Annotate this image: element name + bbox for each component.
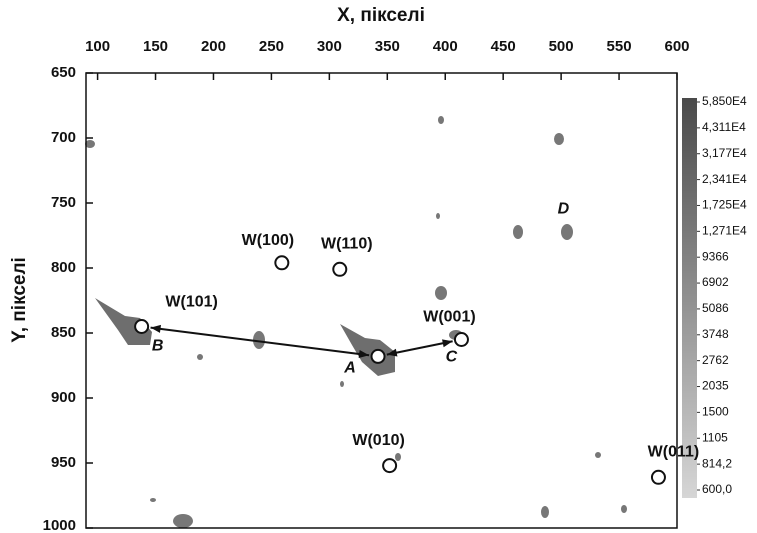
colorbar-tick-label: 1,271E4	[702, 224, 747, 238]
point-marker	[453, 332, 469, 347]
colorbar-tick-label: 1,725E4	[702, 198, 747, 212]
arrow-head	[442, 339, 453, 348]
colorbar-tick-label: 2035	[702, 379, 729, 393]
y-axis-label: Y, пікселі	[9, 257, 30, 343]
y-tick-label: 650	[51, 64, 76, 81]
point-letter: B	[152, 338, 164, 355]
colorbar-tick-label: 3748	[702, 327, 729, 341]
point-marker	[650, 469, 666, 485]
annotation: D	[558, 201, 570, 218]
x-tick-label: 600	[664, 38, 689, 55]
x-tick-label: 500	[549, 38, 574, 55]
colorbar-tick-label: 5086	[702, 301, 729, 315]
arrow-line	[150, 326, 370, 357]
y-tick-label: 750	[51, 194, 76, 211]
x-tick-label: 400	[433, 38, 458, 55]
point-label: W(110)	[321, 236, 373, 253]
plot-frame	[85, 72, 678, 529]
x-tick-label: 300	[317, 38, 342, 55]
point-letter: C	[446, 349, 458, 366]
x-tick-label: 350	[375, 38, 400, 55]
point-label: W(101)	[165, 294, 217, 311]
point-marker	[274, 255, 290, 271]
y-tick-label: 800	[51, 259, 76, 276]
colorbar	[682, 98, 697, 498]
y-tick-label: 950	[51, 454, 76, 471]
colorbar-tick-label: 2,341E4	[702, 172, 747, 186]
point-label: W(001)	[423, 309, 475, 326]
point-marker	[332, 261, 348, 277]
x-tick-label: 450	[491, 38, 516, 55]
colorbar-tick-label: 5,850E4	[702, 94, 747, 108]
y-tick-label: 900	[51, 389, 76, 406]
point-label: W(011)	[648, 444, 700, 461]
colorbar-tick-label: 4,311E4	[702, 120, 746, 134]
x-axis-label: X, пікселі	[337, 5, 425, 26]
arrow-head	[358, 350, 370, 358]
colorbar-tick-label: 814,2	[702, 456, 732, 470]
point-marker	[370, 348, 386, 364]
arrow-head	[386, 348, 398, 357]
point-letter: A	[343, 360, 356, 377]
point-label: W(100)	[242, 232, 294, 249]
colorbar-tick-label: 1500	[702, 405, 729, 419]
point-marker	[134, 319, 150, 334]
diffraction-spots	[85, 116, 627, 528]
y-tick-label: 700	[51, 129, 76, 146]
colorbar-tick-label: 3,177E4	[702, 146, 747, 160]
arrow-line	[386, 340, 453, 356]
y-tick-label: 1000	[43, 517, 76, 533]
x-tick-label: 150	[143, 38, 168, 55]
colorbar-tick-label: 9366	[702, 249, 729, 263]
colorbar-tick-label: 6902	[702, 275, 729, 289]
y-tick-label: 850	[51, 324, 76, 341]
colorbar-tick-label: 2762	[702, 353, 729, 367]
x-tick-label: 100	[85, 38, 110, 55]
x-tick-label: 250	[259, 38, 284, 55]
point-marker	[382, 458, 398, 474]
x-tick-label: 200	[201, 38, 226, 55]
point-label: W(010)	[352, 432, 404, 449]
colorbar-tick-label: 1105	[702, 430, 728, 444]
x-tick-label: 550	[607, 38, 632, 55]
arrow-head	[150, 324, 161, 333]
colorbar-tick-label: 600,0	[702, 482, 732, 496]
